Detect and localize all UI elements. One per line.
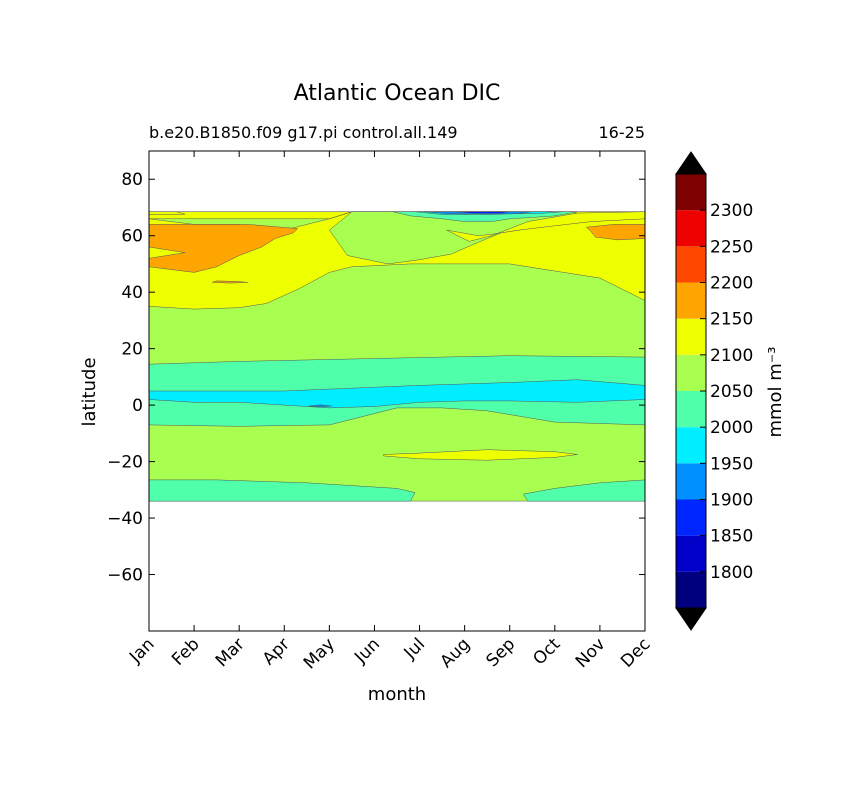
colorbar-tick-label: 2150 <box>710 310 753 330</box>
x-tick-label: Jun <box>350 634 384 668</box>
contour-region-2100-18 <box>149 211 186 215</box>
colorbar-tick-label: 2300 <box>710 201 753 221</box>
contour-region-1950-4 <box>149 379 645 409</box>
x-tick-label: May <box>300 634 339 673</box>
colorbar-tick-label: 1850 <box>710 527 753 547</box>
x-tick-label: Oct <box>529 634 564 669</box>
y-tick-label: 60 <box>121 227 143 247</box>
colorbar-extend-max <box>675 151 707 175</box>
colorbar-tick-label: 2200 <box>710 274 753 294</box>
colorbar-swatch <box>676 354 706 391</box>
x-tick-label: Apr <box>259 634 294 669</box>
colorbar-swatch <box>676 246 706 283</box>
colorbar-swatch <box>676 499 706 536</box>
x-tick-label: Dec <box>617 634 654 671</box>
plot-frame <box>148 150 646 632</box>
x-tick-label: Mar <box>212 634 249 671</box>
colorbar-extend-min <box>675 607 707 631</box>
contour-region-1850-16 <box>455 211 510 214</box>
x-tick-label: Feb <box>168 634 203 669</box>
contour-region-2000-1 <box>149 479 416 502</box>
colorbar-swatch <box>676 210 706 247</box>
colorbar-swatch <box>676 318 706 355</box>
contour-region-2000-2 <box>523 479 645 502</box>
contour-region-2100-9 <box>446 211 645 242</box>
contour-regions <box>149 211 645 502</box>
colorbar-tick-label: 2100 <box>710 346 753 366</box>
colorbar-label: mmol m⁻³ <box>765 346 786 437</box>
y-tick-label: 0 <box>132 396 143 416</box>
colorbar-tick-label: 1950 <box>710 454 753 474</box>
colorbar-swatch <box>676 571 706 608</box>
y-tick-label: 20 <box>121 340 143 360</box>
y-axis-label: latitude <box>79 357 100 426</box>
y-tick-label: 80 <box>121 170 143 190</box>
y-axis-ticks: 80 60 40 20 0 −20 −40 −60 <box>107 170 645 586</box>
contour-region-1900-5 <box>308 404 332 408</box>
colorbar-tick-label: 1800 <box>710 563 753 583</box>
chart-subtitle-left: b.e20.B1850.f09 g17.pi control.all.149 <box>149 123 458 142</box>
colorbar-swatch <box>676 282 706 319</box>
x-axis-label: month <box>368 684 426 705</box>
colorbar-tick-label: 2000 <box>710 418 753 438</box>
colorbar-swatch <box>676 535 706 572</box>
chart-title: Atlantic Ocean DIC <box>294 81 501 106</box>
colorbar-swatch <box>676 174 706 211</box>
colorbar-tick-label: 1900 <box>710 491 753 511</box>
colorbar-swatch <box>676 463 706 500</box>
colorbar-tick-label: 2250 <box>710 237 753 257</box>
colorbar-swatch <box>676 427 706 464</box>
colorbar-tick-label: 2050 <box>710 382 753 402</box>
colorbar: 1800 1850 1900 1950 2000 2050 2100 2150 2200 2250… <box>675 151 753 631</box>
contour-region-2150-10 <box>149 224 299 273</box>
contour-region-2150-11 <box>211 280 249 284</box>
y-tick-label: 40 <box>121 283 143 303</box>
contour-region-2150-12 <box>586 224 645 241</box>
contour-region-2100-17 <box>383 449 578 461</box>
x-tick-label: Nov <box>572 634 610 672</box>
y-tick-label: −40 <box>107 509 143 529</box>
y-tick-label: −20 <box>107 453 143 473</box>
chart-subtitle-right: 16-25 <box>599 123 646 142</box>
x-tick-label: Jan <box>125 634 158 667</box>
x-tick-label: Jul <box>400 634 429 663</box>
colorbar-swatch <box>676 391 706 428</box>
y-tick-label: −60 <box>107 566 143 586</box>
x-tick-label: Sep <box>482 634 519 671</box>
x-tick-label: Aug <box>437 634 475 672</box>
